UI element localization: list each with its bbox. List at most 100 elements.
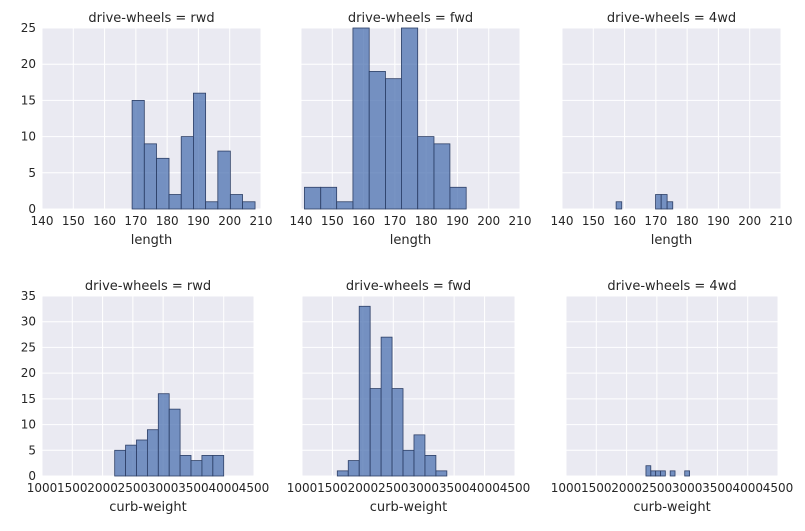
x-tick-label: 1000	[287, 481, 318, 495]
plot-background	[302, 296, 515, 476]
histogram-bar	[645, 465, 652, 477]
x-axis-label: curb-weight	[109, 500, 187, 515]
histogram-bar	[190, 460, 203, 477]
histogram-bar	[660, 194, 668, 210]
x-tick-label: 150	[582, 214, 605, 228]
x-tick-label: 190	[446, 214, 469, 228]
plot-background	[566, 296, 778, 476]
y-tick-label: 25	[21, 340, 36, 354]
histogram-bar	[180, 136, 194, 210]
histogram-bar	[125, 444, 137, 477]
x-tick-label: 1000	[551, 481, 582, 495]
x-tick-label: 1500	[581, 481, 612, 495]
histogram-bar	[212, 455, 225, 477]
histogram-bar	[650, 470, 657, 477]
x-tick-label: 170	[124, 214, 147, 228]
histogram-bar	[168, 194, 182, 210]
histogram-bar	[433, 143, 451, 210]
histogram-bar	[146, 429, 159, 477]
histogram-bar	[320, 186, 338, 210]
x-tick-label: 3500	[178, 481, 209, 495]
y-tick-label: 5	[28, 443, 36, 457]
histogram-bar	[655, 470, 661, 477]
y-tick-label: 25	[21, 21, 36, 35]
x-tick-label: 210	[509, 214, 532, 228]
histogram-bar	[179, 455, 192, 477]
histogram-bar	[369, 388, 382, 477]
y-tick-label: 35	[21, 289, 36, 303]
panel-title: drive-wheels = fwd	[348, 11, 473, 26]
histogram-bar	[660, 470, 666, 477]
x-axis-label: length	[131, 233, 172, 248]
histogram-bar	[217, 150, 231, 210]
x-tick-label: 2000	[611, 481, 642, 495]
x-tick-label: 150	[321, 214, 344, 228]
panel-title: drive-wheels = fwd	[346, 279, 471, 294]
y-tick-label: 15	[21, 93, 36, 107]
histogram-bar	[131, 100, 145, 210]
y-tick-label: 10	[21, 130, 36, 144]
histogram-bar	[336, 470, 349, 477]
x-tick-label: 160	[352, 214, 375, 228]
histogram-bar	[666, 201, 674, 210]
histogram-bar	[114, 449, 126, 477]
x-tick-label: 2500	[378, 481, 409, 495]
x-axis-label: curb-weight	[370, 500, 448, 515]
x-axis-label: length	[390, 233, 431, 248]
x-tick-label: 3000	[148, 481, 179, 495]
x-tick-label: 140	[31, 214, 54, 228]
facet-panel: drive-wheels = 4wd 140 150 160 170 180 190 200 2…	[551, 11, 793, 248]
x-tick-label: 2500	[642, 481, 673, 495]
x-tick-label: 2000	[348, 481, 379, 495]
x-tick-label: 170	[383, 214, 406, 228]
facet-panel: drive-wheels = fwd 1000 1500 2000 2500 3000 35…	[287, 279, 531, 515]
y-tick-label: 0	[28, 469, 36, 483]
histogram-bar	[168, 408, 181, 477]
plot-background	[562, 28, 781, 209]
histogram-bar	[358, 305, 371, 477]
histogram-bar	[655, 194, 662, 210]
histogram-bar	[402, 449, 415, 477]
x-tick-label: 4000	[469, 481, 500, 495]
histogram-bar	[684, 470, 690, 477]
histogram-bar	[401, 27, 419, 210]
x-tick-label: 1500	[317, 481, 348, 495]
histogram-bar	[669, 470, 676, 477]
x-tick-label: 180	[415, 214, 438, 228]
x-tick-label: 2500	[118, 481, 149, 495]
x-tick-label: 190	[707, 214, 730, 228]
x-tick-label: 4000	[208, 481, 239, 495]
x-tick-label: 140	[290, 214, 313, 228]
x-tick-label: 180	[676, 214, 699, 228]
histogram-bar	[615, 201, 623, 210]
x-tick-label: 4000	[732, 481, 763, 495]
x-tick-label: 4500	[500, 481, 531, 495]
histogram-bar	[352, 27, 370, 210]
x-tick-label: 3500	[702, 481, 733, 495]
histogram-bar	[424, 455, 437, 477]
facet-panel: drive-wheels = fwd 140 150 160 170 180 190 200 2…	[290, 11, 532, 248]
histogram-bar	[435, 470, 448, 477]
facet-panel: drive-wheels = 4wd 1000 1500 2000 2500 3000 35…	[551, 279, 794, 515]
x-tick-label: 4500	[763, 481, 794, 495]
x-axis-label: length	[651, 233, 692, 248]
x-tick-label: 3000	[672, 481, 703, 495]
x-tick-label: 160	[93, 214, 116, 228]
histogram-bar	[143, 143, 157, 210]
x-tick-label: 2000	[87, 481, 118, 495]
panel-title: drive-wheels = rwd	[85, 279, 211, 294]
histogram-bar	[229, 194, 243, 210]
histogram-bar	[368, 71, 386, 210]
x-tick-label: 3000	[408, 481, 439, 495]
histogram-bar	[157, 393, 170, 477]
x-axis-label: curb-weight	[633, 500, 711, 515]
x-tick-label: 200	[738, 214, 761, 228]
x-tick-label: 190	[187, 214, 210, 228]
y-tick-label: 20	[21, 366, 36, 380]
x-tick-label: 150	[62, 214, 85, 228]
histogram-bar	[201, 455, 214, 477]
x-tick-label: 3500	[439, 481, 470, 495]
